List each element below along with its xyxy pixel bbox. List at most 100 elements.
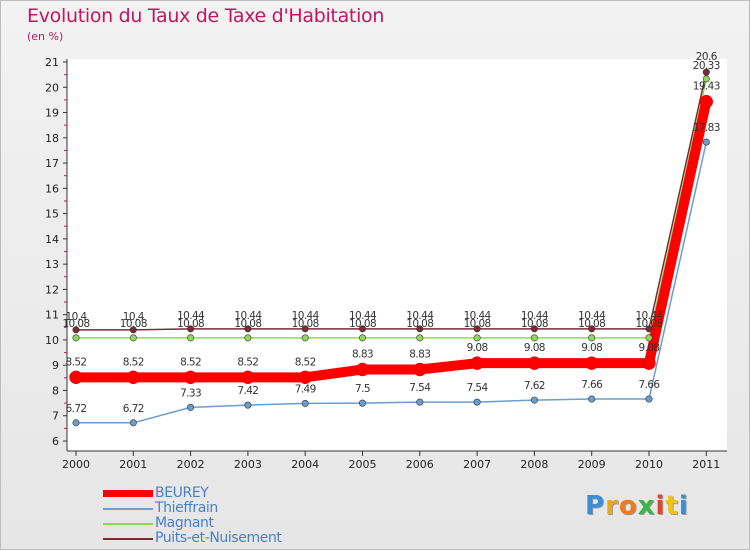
data-point-puits-et-nuisement bbox=[187, 325, 195, 333]
series-line-beurey bbox=[71, 96, 712, 383]
data-point-beurey bbox=[355, 362, 370, 377]
y-tick-label: 16 bbox=[45, 182, 59, 195]
data-point-thieffrain bbox=[416, 398, 424, 406]
data-label: 10.08 bbox=[464, 318, 491, 330]
data-point-puits-et-nuisement bbox=[702, 68, 710, 76]
data-point-puits-et-nuisement bbox=[301, 325, 309, 333]
data-point-puits-et-nuisement bbox=[244, 325, 252, 333]
data-point-thieffrain bbox=[72, 419, 80, 427]
data-label: 10.08 bbox=[292, 318, 319, 330]
data-label: 7.5 bbox=[355, 383, 370, 395]
plot-area bbox=[67, 59, 727, 451]
data-point-magnant bbox=[301, 334, 309, 342]
data-point-puits-et-nuisement bbox=[588, 325, 596, 333]
x-tick-label: 2002 bbox=[177, 458, 205, 471]
legend-label: Puits-et-Nuisement bbox=[155, 530, 282, 546]
y-tick-label: 9 bbox=[52, 359, 59, 372]
data-label: 20.33 bbox=[693, 60, 720, 72]
proxiti-logo: Proxiti bbox=[585, 491, 689, 521]
data-label: 8.52 bbox=[123, 356, 144, 368]
data-label: 8.52 bbox=[66, 356, 87, 368]
data-point-beurey bbox=[470, 356, 484, 370]
data-point-beurey bbox=[413, 362, 427, 377]
y-tick-label: 17 bbox=[45, 157, 59, 170]
data-label: 10.08 bbox=[177, 318, 204, 330]
legend-swatch bbox=[103, 490, 153, 497]
data-label: 17.83 bbox=[693, 122, 720, 134]
data-label: 9.08 bbox=[467, 342, 488, 354]
x-tick-label: 2004 bbox=[291, 458, 319, 471]
logo-text: Proxiti bbox=[585, 491, 689, 521]
y-tick-label: 14 bbox=[45, 233, 59, 246]
data-point-magnant bbox=[72, 334, 80, 342]
data-point-magnant bbox=[530, 334, 538, 342]
data-label: 7.54 bbox=[409, 382, 431, 394]
data-point-puits-et-nuisement bbox=[72, 326, 80, 334]
y-tick-label: 7 bbox=[52, 410, 59, 423]
data-label: 10.08 bbox=[521, 318, 548, 330]
data-point-beurey bbox=[699, 94, 714, 109]
legend-swatch bbox=[103, 523, 153, 525]
y-tick-label: 21 bbox=[45, 56, 59, 69]
data-point-beurey bbox=[241, 370, 255, 385]
data-label: 10.08 bbox=[406, 318, 433, 330]
y-tick-label: 12 bbox=[45, 283, 59, 296]
data-point-magnant bbox=[473, 334, 481, 342]
data-point-puits-et-nuisement bbox=[473, 325, 481, 333]
data-label: 10.44 bbox=[521, 310, 549, 322]
x-tick-label: 2008 bbox=[520, 458, 548, 471]
data-point-puits-et-nuisement bbox=[358, 325, 366, 333]
data-label: 8.52 bbox=[237, 356, 258, 368]
data-label: 9.08 bbox=[581, 342, 602, 354]
legend-label: Magnant bbox=[155, 515, 214, 531]
data-point-thieffrain bbox=[530, 396, 538, 404]
data-point-beurey bbox=[527, 356, 542, 370]
data-label: 10.44 bbox=[406, 310, 434, 322]
data-label: 19.43 bbox=[693, 81, 720, 93]
x-tick-label: 2000 bbox=[62, 458, 90, 471]
data-point-magnant bbox=[187, 334, 195, 342]
y-tick-label: 13 bbox=[45, 258, 59, 271]
legend-label: BEUREY bbox=[155, 485, 209, 501]
x-tick-label: 2011 bbox=[692, 458, 720, 471]
data-label: 7.66 bbox=[639, 379, 661, 391]
x-tick-label: 2007 bbox=[463, 458, 491, 471]
data-point-magnant bbox=[129, 334, 137, 342]
data-label: 10.4 bbox=[123, 311, 145, 323]
y-tick-label: 20 bbox=[45, 81, 59, 94]
y-tick-label: 6 bbox=[52, 435, 59, 448]
data-point-magnant bbox=[588, 334, 596, 342]
data-point-thieffrain bbox=[244, 401, 252, 409]
legend-swatch bbox=[103, 508, 153, 510]
data-label: 10.08 bbox=[635, 318, 662, 330]
data-point-thieffrain bbox=[645, 395, 653, 403]
data-point-magnant bbox=[244, 334, 252, 342]
x-tick-label: 2006 bbox=[406, 458, 434, 471]
y-tick-label: 11 bbox=[45, 309, 59, 322]
legend-label: Thieffrain bbox=[155, 500, 218, 516]
legend-swatch bbox=[103, 538, 153, 540]
data-point-thieffrain bbox=[301, 399, 309, 407]
data-point-magnant bbox=[358, 334, 366, 342]
data-point-thieffrain bbox=[588, 395, 596, 403]
data-label: 10.08 bbox=[120, 318, 147, 330]
data-label: 7.62 bbox=[524, 380, 545, 392]
series-line-magnant bbox=[75, 78, 708, 339]
unit-label: (en %) bbox=[27, 30, 64, 43]
y-tick-label: 10 bbox=[45, 334, 59, 347]
data-point-beurey bbox=[584, 356, 599, 370]
data-point-thieffrain bbox=[473, 398, 481, 406]
data-point-beurey bbox=[642, 356, 656, 370]
data-label: 8.52 bbox=[295, 356, 316, 368]
y-tick-label: 8 bbox=[52, 384, 59, 397]
data-point-puits-et-nuisement bbox=[129, 326, 137, 334]
data-point-thieffrain bbox=[358, 399, 366, 407]
chart-title: Evolution du Taux de Taxe d'Habitation bbox=[27, 5, 385, 27]
data-point-puits-et-nuisement bbox=[645, 325, 653, 333]
data-point-magnant bbox=[645, 334, 653, 342]
data-label: 8.52 bbox=[180, 356, 201, 368]
data-label: 8.83 bbox=[352, 348, 373, 360]
data-point-magnant bbox=[416, 334, 424, 342]
series-line-thieffrain bbox=[75, 141, 708, 424]
data-label: 8.83 bbox=[409, 348, 430, 360]
